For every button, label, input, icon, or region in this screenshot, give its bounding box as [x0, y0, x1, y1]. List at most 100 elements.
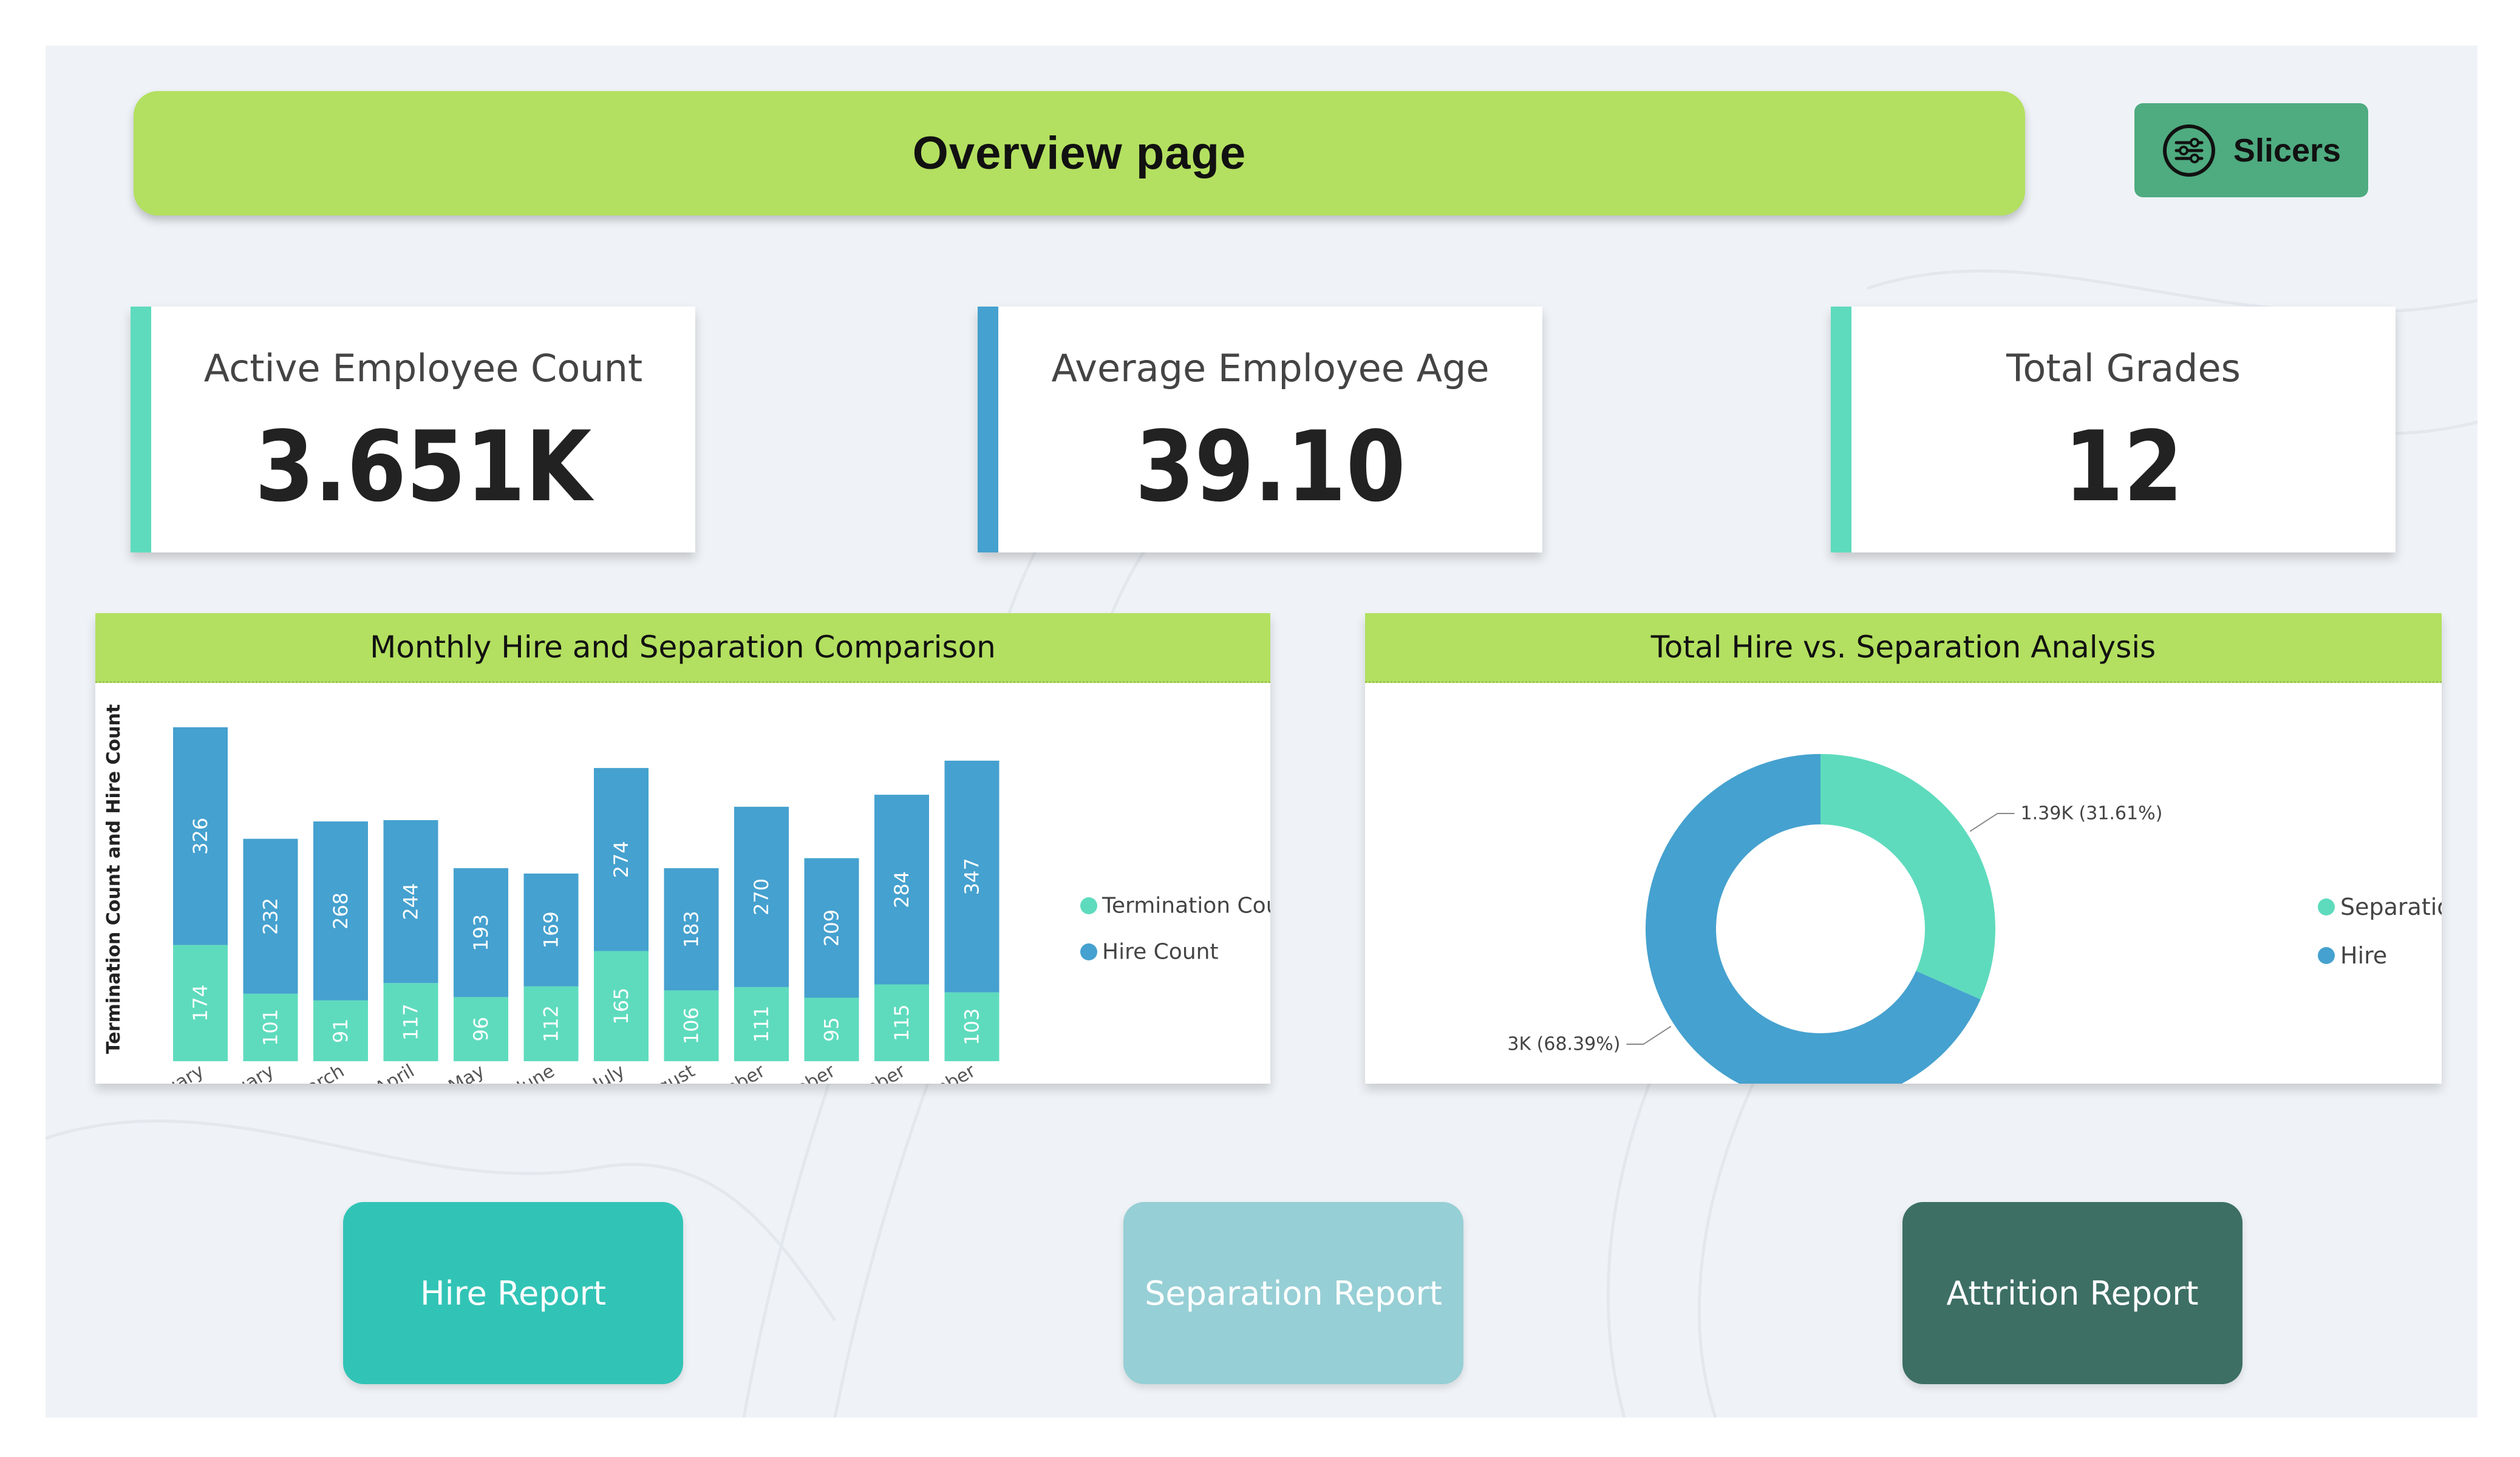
data-label-termination: 103 [961, 1008, 984, 1045]
x-tick-label: July [588, 1061, 628, 1084]
bar-hire-december[interactable] [944, 761, 999, 993]
bar-termination-february[interactable] [243, 993, 298, 1061]
kpi-value: 39.10 [1135, 410, 1406, 523]
x-tick-label: January [136, 1061, 208, 1084]
data-label-hire: 209 [820, 909, 843, 946]
data-label-hire: 169 [540, 911, 563, 948]
slicers-button[interactable]: Slicers [2134, 103, 2368, 197]
bar-hire-october[interactable] [804, 858, 859, 998]
attrition-report-button[interactable]: Attrition Report [1902, 1202, 2242, 1384]
hire-report-label: Hire Report [420, 1274, 607, 1313]
kpi-label: Total Grades [2006, 346, 2241, 390]
slicers-label: Slicers [2233, 132, 2341, 169]
report-canvas: Overview page Slicers Active Employee Co… [46, 46, 2477, 1418]
bar-hire-march[interactable] [313, 821, 368, 1000]
x-tick-label: June [513, 1061, 559, 1084]
bar-hire-june[interactable] [523, 873, 579, 987]
bar-hire-august[interactable] [664, 868, 719, 991]
data-label-hire: 268 [329, 892, 352, 929]
data-label-hire: 183 [680, 911, 703, 948]
data-label-hire: 244 [400, 883, 423, 920]
donut-leader-line [1969, 812, 2015, 832]
data-label-termination: 96 [469, 1017, 492, 1042]
legend-marker [1080, 897, 1097, 914]
bar-hire-september[interactable] [734, 806, 789, 987]
data-label-hire: 284 [890, 871, 913, 908]
bar-termination-november[interactable] [874, 984, 929, 1062]
bar-hire-may[interactable] [454, 868, 508, 997]
bar-termination-january[interactable] [173, 945, 228, 1061]
legend-label[interactable]: Hire [2340, 942, 2387, 969]
bar-termination-july[interactable] [594, 951, 649, 1062]
donut-chart-header: Total Hire vs. Separation Analysis [1365, 613, 2442, 683]
bar-termination-december[interactable] [944, 992, 999, 1061]
hire-report-button[interactable]: Hire Report [343, 1202, 683, 1384]
bar-hire-april[interactable] [383, 820, 438, 983]
donut-leader-line [1626, 1025, 1672, 1045]
page-title-banner: Overview page [134, 91, 2025, 216]
x-tick-label: August [633, 1061, 699, 1084]
bar-hire-july[interactable] [594, 768, 649, 951]
legend-label[interactable]: Separation [2340, 894, 2442, 920]
legend-label[interactable]: Hire Count [1102, 940, 1219, 965]
bar-chart-header: Monthly Hire and Separation Comparison [95, 613, 1270, 683]
bar-termination-june[interactable] [523, 986, 579, 1061]
attrition-report-label: Attrition Report [1946, 1274, 2199, 1313]
x-tick-label: October [765, 1060, 839, 1084]
donut-slice-separation[interactable] [1820, 754, 1995, 1000]
data-label-termination: 111 [750, 1005, 773, 1042]
hire-separation-donut-chart: 1.39K (31.61%) 3K (68.39%) Separation Hire [1507, 754, 2442, 1084]
x-tick-label: February [197, 1061, 278, 1084]
x-tick-label: May [445, 1061, 488, 1084]
donut-data-label: 1.39K (31.61%) [2021, 803, 2163, 824]
data-label-hire: 347 [961, 858, 984, 895]
legend-label[interactable]: Termination Count [1102, 894, 1270, 919]
kpi-value: 3.651K [254, 410, 592, 523]
bar-chart-title: Monthly Hire and Separation Comparison [370, 630, 996, 665]
legend-marker [2318, 947, 2335, 964]
data-label-hire: 270 [750, 878, 773, 915]
bar-termination-april[interactable] [383, 983, 438, 1061]
bar-termination-august[interactable] [664, 990, 719, 1061]
kpi-card-total-grades: Total Grades 12 [1831, 307, 2396, 552]
donut-chart-title: Total Hire vs. Separation Analysis [1650, 630, 2156, 665]
kpi-accent-bar [1831, 307, 1851, 552]
bar-termination-march[interactable] [313, 1000, 368, 1061]
donut-data-label: 3K (68.39%) [1507, 1034, 1620, 1055]
bar-termination-september[interactable] [734, 987, 789, 1061]
kpi-label: Average Employee Age [1051, 346, 1490, 390]
bar-hire-february[interactable] [243, 838, 298, 994]
data-label-termination: 117 [400, 1004, 423, 1041]
data-label-termination: 174 [189, 985, 212, 1022]
page-title: Overview page [912, 127, 1247, 179]
data-label-termination: 112 [540, 1005, 563, 1042]
donut-chart-panel: Total Hire vs. Separation Analysis 1.39K… [1365, 613, 2442, 1084]
kpi-value: 12 [2064, 410, 2183, 523]
data-label-termination: 91 [329, 1019, 352, 1044]
bar-chart-panel: Monthly Hire and Separation Comparison T… [95, 613, 1270, 1084]
kpi-accent-bar [978, 307, 998, 552]
data-label-hire: 232 [259, 898, 282, 935]
separation-report-button[interactable]: Separation Report [1123, 1202, 1463, 1384]
bar-termination-october[interactable] [804, 997, 859, 1062]
data-label-hire: 193 [469, 914, 492, 951]
separation-report-label: Separation Report [1145, 1274, 1442, 1313]
data-label-termination: 101 [259, 1009, 282, 1046]
sliders-icon [2162, 124, 2215, 177]
bar-hire-november[interactable] [874, 795, 929, 985]
legend-marker [1080, 943, 1097, 960]
y-axis-label: Termination Count and Hire Count [103, 704, 124, 1054]
data-label-termination: 115 [890, 1004, 913, 1041]
bar-hire-january[interactable] [173, 727, 228, 945]
donut-slice-hire[interactable] [1646, 754, 1981, 1084]
kpi-label: Active Employee Count [203, 346, 643, 390]
x-tick-label: April [372, 1061, 418, 1084]
kpi-card-active-employee-count: Active Employee Count 3.651K [131, 307, 695, 552]
bar-termination-may[interactable] [454, 997, 508, 1061]
data-label-hire: 326 [189, 818, 212, 855]
data-label-termination: 95 [820, 1017, 843, 1042]
data-label-termination: 106 [680, 1007, 703, 1044]
kpi-accent-bar [131, 307, 151, 552]
legend-marker [2318, 898, 2335, 915]
kpi-card-average-employee-age: Average Employee Age 39.10 [978, 307, 1542, 552]
